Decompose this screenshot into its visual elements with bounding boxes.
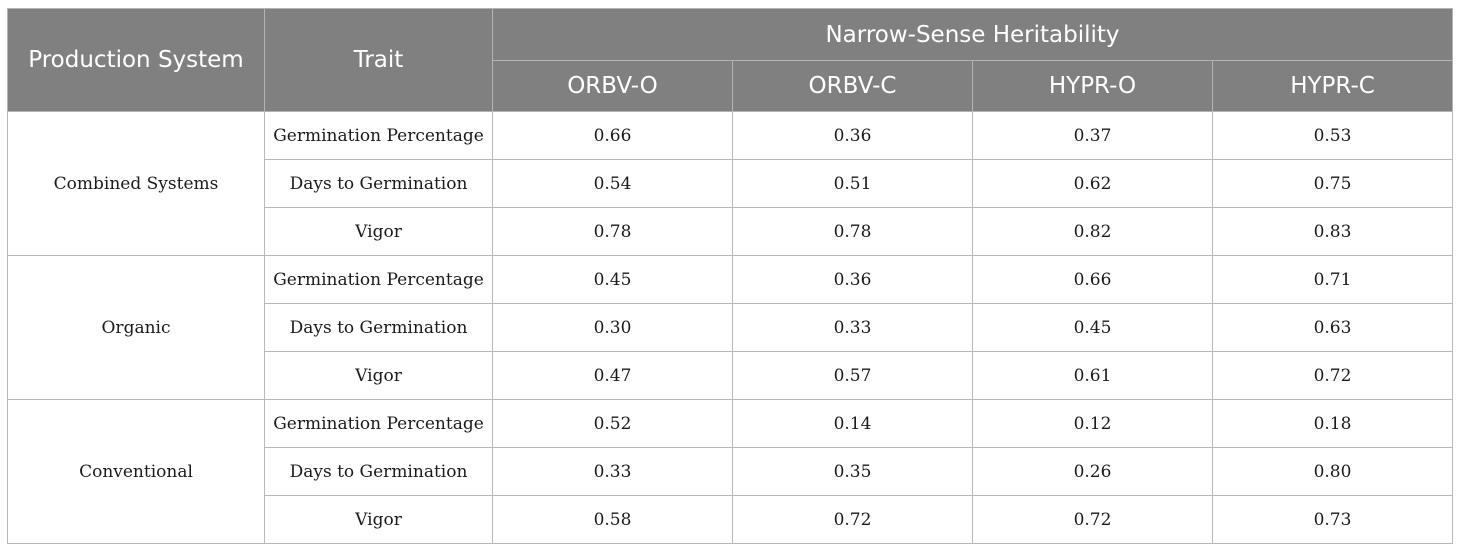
table-row: Combined Systems Germination Percentage … [7, 111, 1453, 256]
table-row: Vigor 0.58 0.72 0.72 0.73 [8, 495, 1453, 544]
value-cell: 0.83 [1212, 207, 1453, 256]
trait-cell: Germination Percentage [264, 399, 493, 448]
value-cell: 0.53 [1212, 111, 1453, 160]
value-cell: 0.75 [1212, 159, 1453, 208]
heritability-group-header: Narrow-Sense Heritability [492, 8, 1453, 61]
trait-cell: Days to Germination [264, 447, 493, 496]
value-cell: 0.51 [732, 159, 973, 208]
value-cell: 0.36 [732, 255, 973, 304]
table-row: Days to Germination 0.33 0.35 0.26 0.80 [8, 447, 1453, 496]
value-cell: 0.45 [492, 255, 733, 304]
production-system-cell: Combined Systems [7, 111, 265, 256]
table-row: Vigor 0.47 0.57 0.61 0.72 [8, 351, 1453, 400]
value-cell: 0.62 [972, 159, 1213, 208]
trait-cell: Germination Percentage [264, 255, 493, 304]
value-cell: 0.45 [972, 303, 1213, 352]
value-cell: 0.63 [1212, 303, 1453, 352]
value-cell: 0.66 [972, 255, 1213, 304]
trait-cell: Vigor [264, 207, 493, 256]
trait-cell: Vigor [264, 351, 493, 400]
value-cell: 0.72 [972, 495, 1213, 544]
value-cell: 0.73 [1212, 495, 1453, 544]
value-cell: 0.47 [492, 351, 733, 400]
value-cell: 0.78 [492, 207, 733, 256]
trait-cell: Germination Percentage [264, 111, 493, 160]
production-system-cell: Conventional [7, 399, 265, 544]
value-cell: 0.52 [492, 399, 733, 448]
value-cell: 0.72 [1212, 351, 1453, 400]
value-cell: 0.82 [972, 207, 1213, 256]
value-cell: 0.35 [732, 447, 973, 496]
table-row: Conventional Germination Percentage 0.52… [7, 399, 1453, 544]
trait-cell: Days to Germination [264, 159, 493, 208]
trait-cell: Vigor [264, 495, 493, 544]
value-cell: 0.30 [492, 303, 733, 352]
column-header-orbv-o: ORBV-O [492, 60, 733, 112]
column-header-hypr-o: HYPR-O [972, 60, 1213, 112]
value-cell: 0.54 [492, 159, 733, 208]
production-system-header: Production System [7, 8, 265, 112]
value-cell: 0.33 [492, 447, 733, 496]
value-cell: 0.37 [972, 111, 1213, 160]
value-cell: 0.33 [732, 303, 973, 352]
value-cell: 0.57 [732, 351, 973, 400]
header-row-1: Production System Trait Narrow-Sense Her… [7, 8, 1453, 112]
value-cell: 0.80 [1212, 447, 1453, 496]
production-system-cell: Organic [7, 255, 265, 400]
column-header-hypr-c: HYPR-C [1212, 60, 1453, 112]
table-row: Organic Germination Percentage 0.45 0.36… [7, 255, 1453, 400]
header-row-2: ORBV-O ORBV-C HYPR-O HYPR-C [8, 60, 1453, 112]
value-cell: 0.78 [732, 207, 973, 256]
trait-header: Trait [264, 8, 493, 112]
value-cell: 0.26 [972, 447, 1213, 496]
trait-cell: Days to Germination [264, 303, 493, 352]
value-cell: 0.72 [732, 495, 973, 544]
value-cell: 0.71 [1212, 255, 1453, 304]
column-header-orbv-c: ORBV-C [732, 60, 973, 112]
value-cell: 0.66 [492, 111, 733, 160]
value-cell: 0.61 [972, 351, 1213, 400]
table-header: Production System Trait Narrow-Sense Her… [7, 8, 1453, 112]
table-row: Days to Germination 0.30 0.33 0.45 0.63 [8, 303, 1453, 352]
value-cell: 0.18 [1212, 399, 1453, 448]
heritability-table: Production System Trait Narrow-Sense Her… [7, 8, 1453, 544]
value-cell: 0.14 [732, 399, 973, 448]
table-row: Vigor 0.78 0.78 0.82 0.83 [8, 207, 1453, 256]
value-cell: 0.12 [972, 399, 1213, 448]
table-body: Combined Systems Germination Percentage … [7, 111, 1453, 544]
value-cell: 0.58 [492, 495, 733, 544]
value-cell: 0.36 [732, 111, 973, 160]
